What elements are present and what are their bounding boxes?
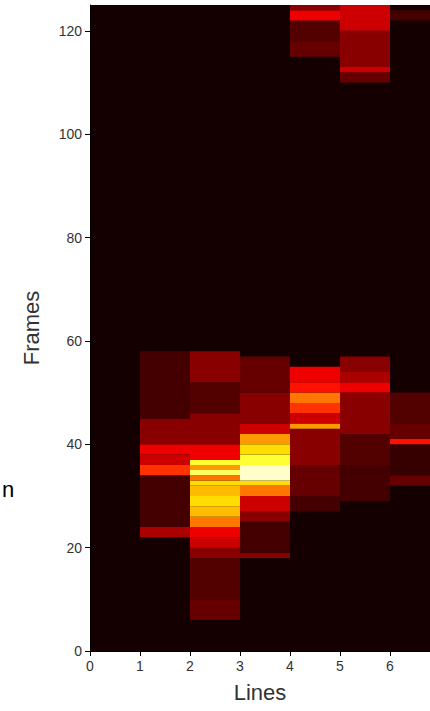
svg-text:0: 0 <box>74 643 82 659</box>
svg-text:2: 2 <box>186 658 194 674</box>
svg-text:3: 3 <box>236 658 244 674</box>
svg-text:Frames: Frames <box>19 291 44 366</box>
svg-text:120: 120 <box>59 23 83 39</box>
svg-text:0: 0 <box>86 658 94 674</box>
svg-text:60: 60 <box>66 333 82 349</box>
svg-text:6: 6 <box>386 658 394 674</box>
svg-text:4: 4 <box>286 658 294 674</box>
svg-text:40: 40 <box>66 436 82 452</box>
svg-text:n: n <box>2 477 14 502</box>
svg-text:1: 1 <box>136 658 144 674</box>
svg-text:20: 20 <box>66 540 82 556</box>
svg-text:Lines: Lines <box>234 680 287 705</box>
svg-text:100: 100 <box>59 126 83 142</box>
svg-text:80: 80 <box>66 230 82 246</box>
svg-text:5: 5 <box>336 658 344 674</box>
